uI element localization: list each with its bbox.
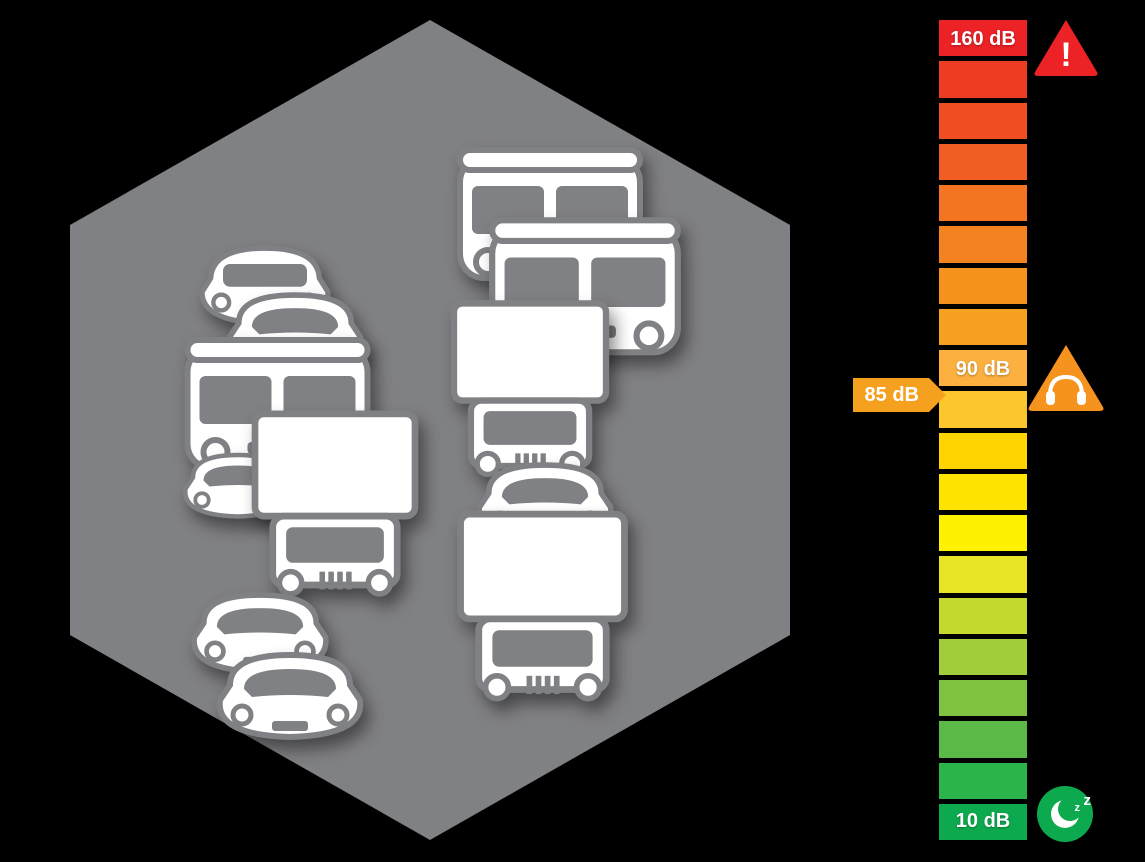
scale-segment xyxy=(939,556,1027,592)
marker-label: 85 dB xyxy=(865,378,919,412)
scale-segment xyxy=(939,763,1027,799)
scale-segment xyxy=(939,391,1027,427)
traffic-hexagon xyxy=(70,20,790,840)
car-icon xyxy=(210,645,370,745)
scale-segment xyxy=(939,61,1027,97)
vehicle-cluster xyxy=(190,155,700,735)
scale-segment xyxy=(939,433,1027,469)
scale-segment xyxy=(939,103,1027,139)
scale-mid-label: 90 dB xyxy=(939,358,1027,381)
truck-icon xyxy=(450,505,635,710)
scale-segment xyxy=(939,474,1027,510)
sleep-icon: z z xyxy=(1037,786,1093,842)
scale-top-label: 160 dB xyxy=(939,28,1027,51)
svg-text:!: ! xyxy=(1060,36,1071,74)
scale-segment xyxy=(939,515,1027,551)
decibel-scale xyxy=(939,20,1027,840)
marker-arrow-icon xyxy=(929,378,946,412)
scale-segment xyxy=(939,639,1027,675)
truck-icon xyxy=(245,405,425,605)
scale-segment xyxy=(939,598,1027,634)
scale-segment xyxy=(939,309,1027,345)
scale-segment xyxy=(939,185,1027,221)
scale-segment xyxy=(939,226,1027,262)
scale-segment xyxy=(939,721,1027,757)
danger-icon: ! xyxy=(1033,18,1099,81)
scale-segment xyxy=(939,680,1027,716)
decibel-marker: 85 dB xyxy=(853,378,929,412)
scale-segment xyxy=(939,144,1027,180)
scale-bottom-label: 10 dB xyxy=(939,810,1027,833)
headphones-icon xyxy=(1027,343,1105,416)
z-icon: z xyxy=(1075,802,1081,814)
z-icon: z xyxy=(1084,792,1092,809)
scale-segment xyxy=(939,268,1027,304)
